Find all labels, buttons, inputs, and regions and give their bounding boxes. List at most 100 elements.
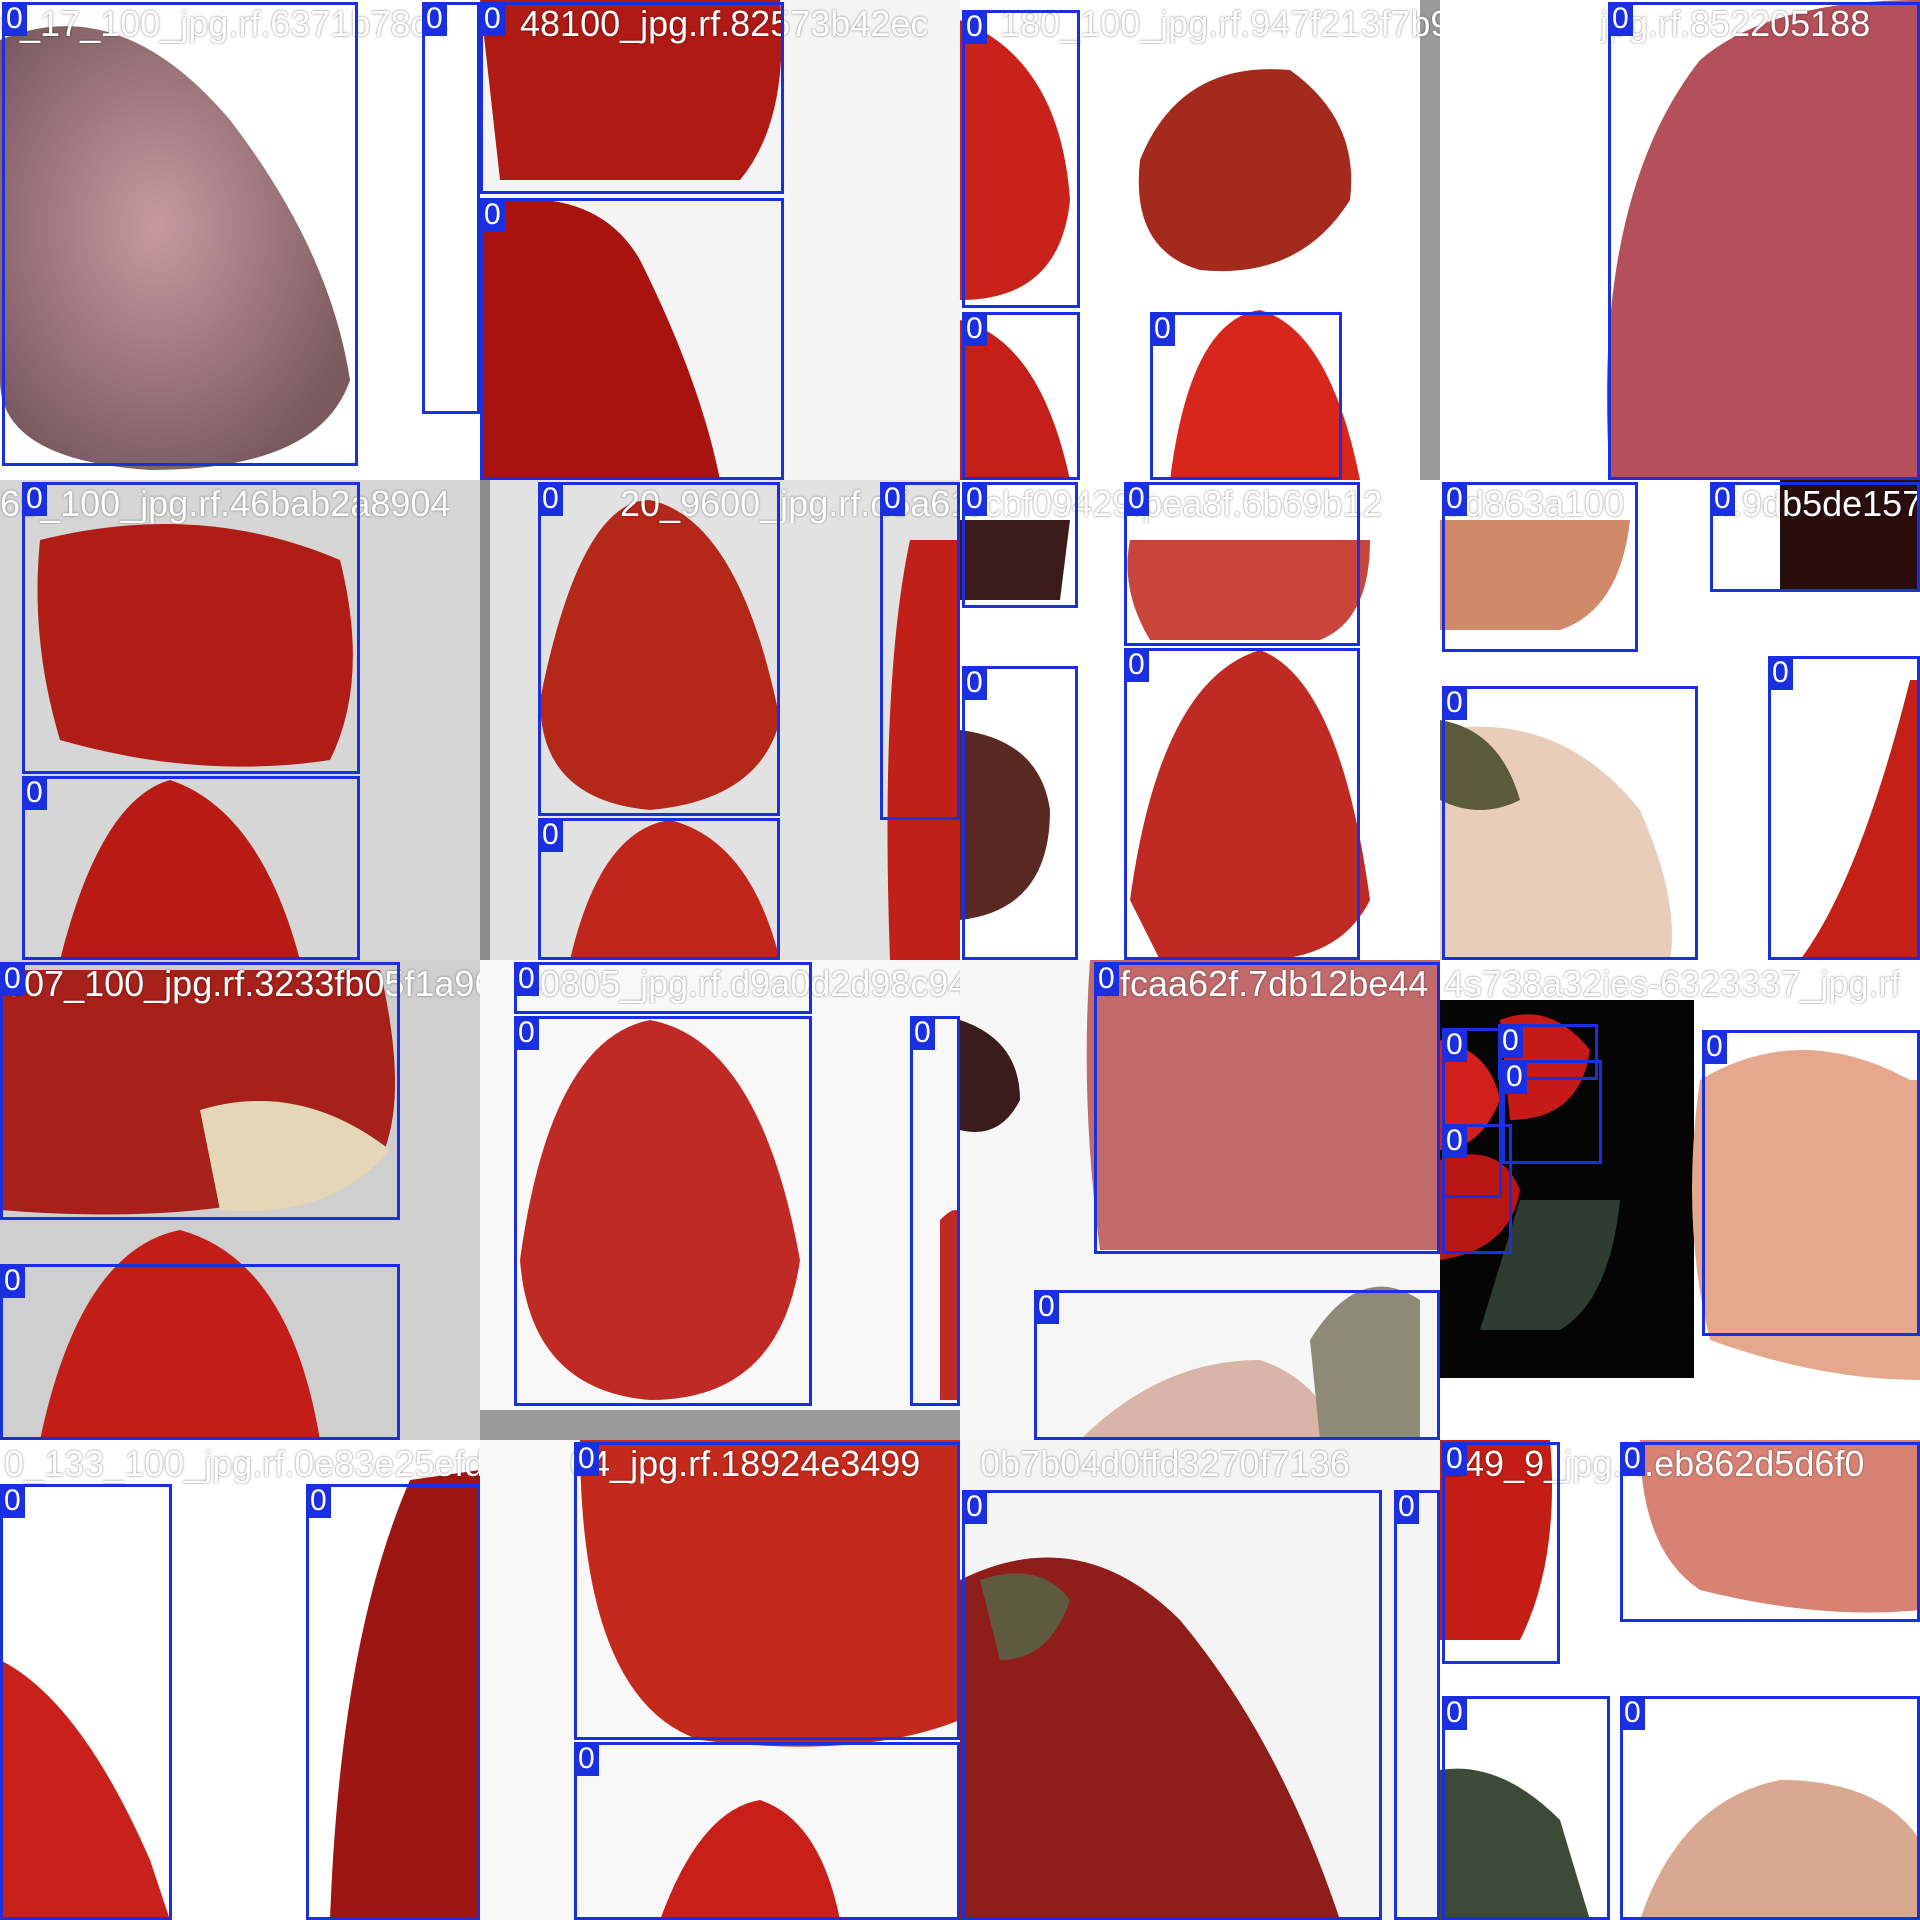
class-label: 0 (1442, 1124, 1467, 1158)
class-label: 0 (1768, 656, 1793, 690)
image-tile: 307_100_jpg.rf.3233fb05f1a96 0 0 (0, 960, 480, 1440)
image-tile: jpg.rf.852205188 0 (1440, 0, 1920, 480)
bounding-box: 0 (2, 2, 358, 466)
bounding-box: 0 (1442, 1124, 1512, 1254)
class-label: 0 (22, 776, 47, 810)
class-label: 0 (1502, 1060, 1527, 1094)
image-tile: 249_9_jpg.rf.eb862d5d6f0 0 0 0 0 (1440, 1440, 1920, 1920)
class-label: 0 (1702, 1030, 1727, 1064)
image-tile: dd863a100 4.9db5de157 0 0 0 0 (1440, 480, 1920, 960)
image-tile: 48100_jpg.rf.82573b42ec 0 0 (480, 0, 960, 480)
tile-caption: 65_100_jpg.rf.46bab2a8904 (0, 484, 451, 524)
bounding-box: 0 (0, 1264, 400, 1440)
bounding-box: 0 (962, 666, 1078, 960)
tile-caption: 4.9db5de157 (1712, 484, 1920, 524)
tile-caption: 0_17_100_jpg.rf.6371b78c4 (0, 4, 449, 44)
image-tile: 6cbf09429fpea8f.6b69b12 0 0 0 0 (960, 480, 1440, 960)
class-label: 0 (514, 1016, 539, 1050)
bounding-box: 0 (910, 1016, 960, 1406)
bounding-box: 0 (880, 482, 960, 820)
tile-caption: 4s738a32ies-6323337_jpg.rf (1444, 964, 1901, 1004)
bounding-box: 0 (1394, 1490, 1440, 1920)
bounding-box: 0 (1150, 312, 1342, 480)
bounding-box: 0 (22, 776, 360, 960)
bounding-box: 0 (514, 962, 812, 1014)
class-label: 0 (962, 482, 987, 516)
class-label: 0 (22, 482, 47, 516)
class-label: 0 (2, 2, 27, 36)
class-label: 0 (538, 818, 563, 852)
image-tile: 40805_jpg.rf.d9a0d2d98c94099 0 0 0 (480, 960, 960, 1440)
class-label: 0 (1498, 1024, 1523, 1058)
class-label: 0 (514, 962, 539, 996)
bounding-box: 0 (480, 2, 784, 194)
image-tile: 04_jpg.rf.18924e3499 0 0 (480, 1440, 960, 1920)
image-tile: 0_17_100_jpg.rf.6371b78c4 0 0 (0, 0, 480, 480)
strawberry-photo (480, 480, 960, 960)
image-tile: 0fcaa62f.7db12be44 0 0 (960, 960, 1440, 1440)
class-label: 0 (1394, 1490, 1419, 1524)
class-label: 0 (1620, 1442, 1645, 1476)
bounding-box: 0 (962, 482, 1078, 608)
strawberry-photo (37, 524, 353, 960)
bounding-box: 0 (574, 1742, 960, 1920)
class-label: 0 (0, 1484, 25, 1518)
image-tile: 0b7b04d0ffd3270f7136 0 0 (960, 1440, 1440, 1920)
strawberry-photo (480, 0, 782, 480)
strawberry-photo (960, 1557, 1340, 1920)
strawberry-photo (1606, 0, 1920, 480)
tile-caption: 04_jpg.rf.18924e3499 (570, 1444, 921, 1484)
strawberry-photo (960, 0, 1440, 480)
bounding-box: 0 (1498, 1024, 1598, 1080)
strawberry-photo (960, 520, 1370, 960)
class-label: 0 (1442, 686, 1467, 720)
tile-caption: 6cbf09429fpea8f.6b69b12 (964, 484, 1383, 524)
bounding-box: 0 (0, 1484, 172, 1920)
class-label: 0 (306, 1484, 331, 1518)
bounding-box: 0 (480, 198, 784, 480)
class-label: 0 (1124, 648, 1149, 682)
class-label: 0 (1442, 1442, 1467, 1476)
class-label: 0 (1442, 1696, 1467, 1730)
strawberry-photo (1440, 480, 1920, 960)
class-label: 0 (0, 1264, 25, 1298)
bounding-box: 0 (1442, 1028, 1502, 1198)
tile-caption: 48100_jpg.rf.82573b42ec (520, 4, 929, 44)
bounding-box: 0 (1608, 2, 1920, 480)
class-label: 0 (1124, 482, 1149, 516)
strawberry-photo (1440, 1000, 1920, 1380)
strawberry-photo (1440, 1440, 1920, 1920)
tile-caption: dd863a100 (1444, 484, 1625, 524)
class-label: 0 (538, 482, 563, 516)
image-tile: 20_9600_jpg.rf.d5a61 0 0 0 (480, 480, 960, 960)
class-label: 0 (574, 1442, 599, 1476)
image-tile: 65_100_jpg.rf.46bab2a8904 0 0 (0, 480, 480, 960)
class-label: 0 (1710, 482, 1735, 516)
bounding-box: 0 (962, 10, 1080, 308)
class-label: 0 (480, 2, 505, 36)
bounding-box: 0 (1124, 482, 1360, 646)
bounding-box: 0 (422, 2, 480, 414)
bounding-box: 0 (574, 1442, 960, 1740)
bounding-box: 0 (1442, 482, 1638, 652)
class-label: 0 (1608, 2, 1633, 36)
class-label: 0 (962, 666, 987, 700)
bounding-box: 0 (1034, 1290, 1440, 1440)
tile-caption: jpg.rf.852205188 (1600, 4, 1871, 44)
image-tile: 180_100_jpg.rf.947f213f7b94d808f7 0 0 0 (960, 0, 1440, 480)
bounding-box: 0 (1124, 648, 1360, 960)
bounding-box: 0 (538, 482, 780, 816)
strawberry-photo (0, 26, 350, 470)
bounding-box: 0 (1620, 1696, 1920, 1920)
tile-caption: 40805_jpg.rf.d9a0d2d98c94099 (520, 964, 960, 1004)
tile-caption: 249_9_jpg.rf.eb862d5d6f0 (1444, 1444, 1865, 1484)
image-tile: 0_133_100_jpg.rf.0e83e25efd 0 0 (0, 1440, 480, 1920)
tile-caption: 0_133_100_jpg.rf.0e83e25efd (4, 1444, 480, 1484)
strawberry-photo (0, 1470, 480, 1920)
bounding-box: 0 (1620, 1442, 1920, 1622)
bounding-box: 0 (1094, 962, 1440, 1254)
class-label: 0 (480, 198, 505, 232)
class-label: 0 (1442, 1028, 1467, 1062)
bounding-box: 0 (1442, 1696, 1610, 1920)
